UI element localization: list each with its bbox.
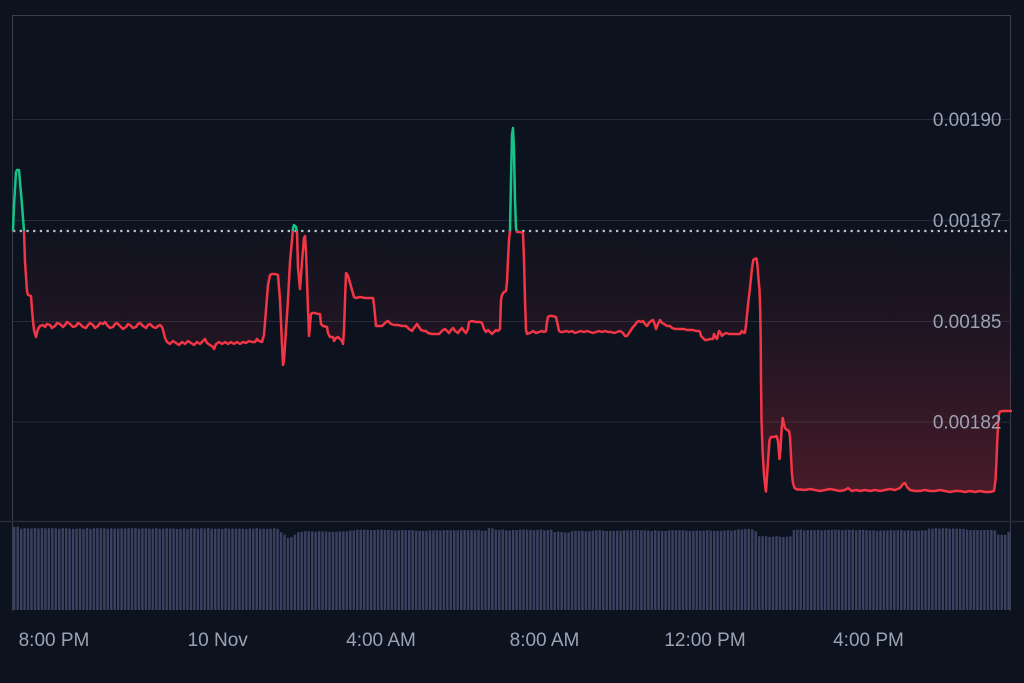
- svg-text:4:00 PM: 4:00 PM: [833, 630, 904, 651]
- svg-text:8:00 PM: 8:00 PM: [19, 630, 90, 651]
- svg-text:8:00 AM: 8:00 AM: [510, 630, 580, 651]
- svg-text:0.00182: 0.00182: [933, 413, 1002, 434]
- svg-text:4:00 AM: 4:00 AM: [346, 630, 416, 651]
- svg-text:0.00190: 0.00190: [933, 110, 1002, 131]
- svg-text:12:00 PM: 12:00 PM: [664, 630, 745, 651]
- svg-text:0.00185: 0.00185: [933, 312, 1002, 333]
- svg-text:0.00187: 0.00187: [933, 211, 1002, 232]
- svg-text:10 Nov: 10 Nov: [188, 630, 249, 651]
